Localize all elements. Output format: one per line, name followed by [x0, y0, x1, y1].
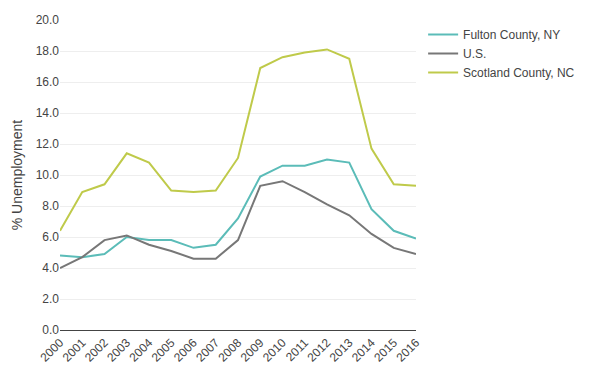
svg-text:Fulton County, NY: Fulton County, NY: [463, 28, 560, 42]
svg-text:2009: 2009: [238, 336, 267, 365]
svg-text:2.0: 2.0: [42, 292, 59, 306]
svg-text:2013: 2013: [327, 336, 356, 365]
svg-text:10.0: 10.0: [36, 168, 60, 182]
svg-text:2005: 2005: [149, 336, 178, 365]
svg-text:20.0: 20.0: [36, 13, 60, 27]
svg-text:% Unemployment: % Unemployment: [9, 120, 25, 231]
svg-text:2002: 2002: [82, 336, 111, 365]
svg-text:2006: 2006: [171, 336, 200, 365]
svg-text:2010: 2010: [260, 336, 289, 365]
svg-text:2012: 2012: [305, 336, 334, 365]
svg-text:2000: 2000: [38, 336, 67, 365]
svg-text:2011: 2011: [283, 336, 311, 364]
svg-text:4.0: 4.0: [42, 261, 59, 275]
svg-text:14.0: 14.0: [36, 106, 60, 120]
svg-text:2003: 2003: [104, 336, 133, 365]
svg-text:U.S.: U.S.: [463, 47, 486, 61]
svg-text:Scotland County, NC: Scotland County, NC: [463, 66, 574, 80]
svg-text:2004: 2004: [127, 336, 156, 365]
svg-text:12.0: 12.0: [36, 137, 60, 151]
svg-text:2007: 2007: [193, 336, 222, 365]
svg-text:6.0: 6.0: [42, 230, 59, 244]
svg-text:8.0: 8.0: [42, 199, 59, 213]
svg-text:18.0: 18.0: [36, 44, 60, 58]
svg-text:0.0: 0.0: [42, 323, 59, 337]
svg-text:2015: 2015: [371, 336, 400, 365]
svg-text:2001: 2001: [60, 336, 89, 365]
svg-text:2016: 2016: [394, 336, 423, 365]
svg-text:16.0: 16.0: [36, 75, 60, 89]
svg-text:2014: 2014: [349, 336, 378, 365]
svg-text:2008: 2008: [216, 336, 245, 365]
